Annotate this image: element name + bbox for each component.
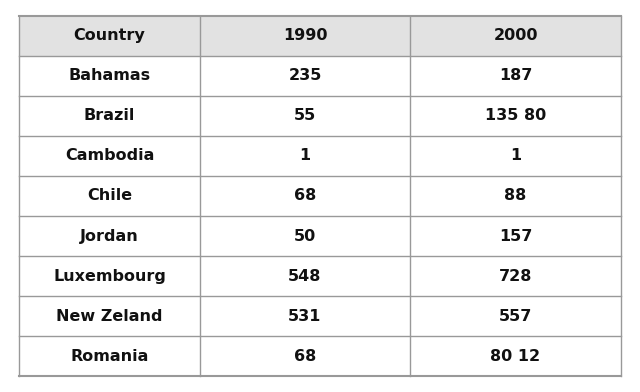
Text: Chile: Chile — [87, 189, 132, 203]
Bar — [200, 56, 410, 96]
Bar — [200, 296, 410, 336]
Text: 55: 55 — [294, 108, 316, 123]
Text: Luxembourg: Luxembourg — [53, 269, 166, 284]
Bar — [19, 296, 200, 336]
Bar — [200, 176, 410, 216]
Text: New Zeland: New Zeland — [56, 309, 163, 324]
Text: 50: 50 — [294, 229, 316, 243]
Bar — [410, 16, 621, 56]
Bar — [410, 56, 621, 96]
Text: 157: 157 — [499, 229, 532, 243]
Text: 135 80: 135 80 — [485, 108, 546, 123]
Bar — [200, 96, 410, 136]
Bar — [200, 216, 410, 256]
Text: 80 12: 80 12 — [490, 349, 541, 364]
Text: 68: 68 — [294, 349, 316, 364]
Text: Jordan: Jordan — [80, 229, 139, 243]
Bar — [410, 96, 621, 136]
Text: 531: 531 — [288, 309, 322, 324]
Text: 2000: 2000 — [493, 28, 538, 43]
Text: 88: 88 — [504, 189, 527, 203]
Bar — [410, 336, 621, 376]
Text: 557: 557 — [499, 309, 532, 324]
Text: Brazil: Brazil — [84, 108, 135, 123]
Text: Bahamas: Bahamas — [68, 68, 150, 83]
Bar — [410, 216, 621, 256]
Text: Cambodia: Cambodia — [65, 149, 154, 163]
Bar — [19, 176, 200, 216]
Bar — [19, 96, 200, 136]
Bar — [200, 256, 410, 296]
Bar — [200, 136, 410, 176]
Bar — [19, 136, 200, 176]
Bar — [410, 176, 621, 216]
Bar — [19, 16, 200, 56]
Text: Romania: Romania — [70, 349, 148, 364]
Bar — [200, 336, 410, 376]
Bar — [19, 56, 200, 96]
Text: 1: 1 — [510, 149, 521, 163]
Text: 68: 68 — [294, 189, 316, 203]
Bar — [19, 336, 200, 376]
Bar — [19, 216, 200, 256]
Text: 548: 548 — [288, 269, 322, 284]
Text: 728: 728 — [499, 269, 532, 284]
Text: 187: 187 — [499, 68, 532, 83]
Bar — [200, 16, 410, 56]
Bar — [410, 136, 621, 176]
Text: 1990: 1990 — [283, 28, 327, 43]
Text: Country: Country — [74, 28, 145, 43]
Bar — [410, 256, 621, 296]
Text: 235: 235 — [288, 68, 322, 83]
Text: 1: 1 — [300, 149, 310, 163]
Bar — [19, 256, 200, 296]
Bar — [410, 296, 621, 336]
